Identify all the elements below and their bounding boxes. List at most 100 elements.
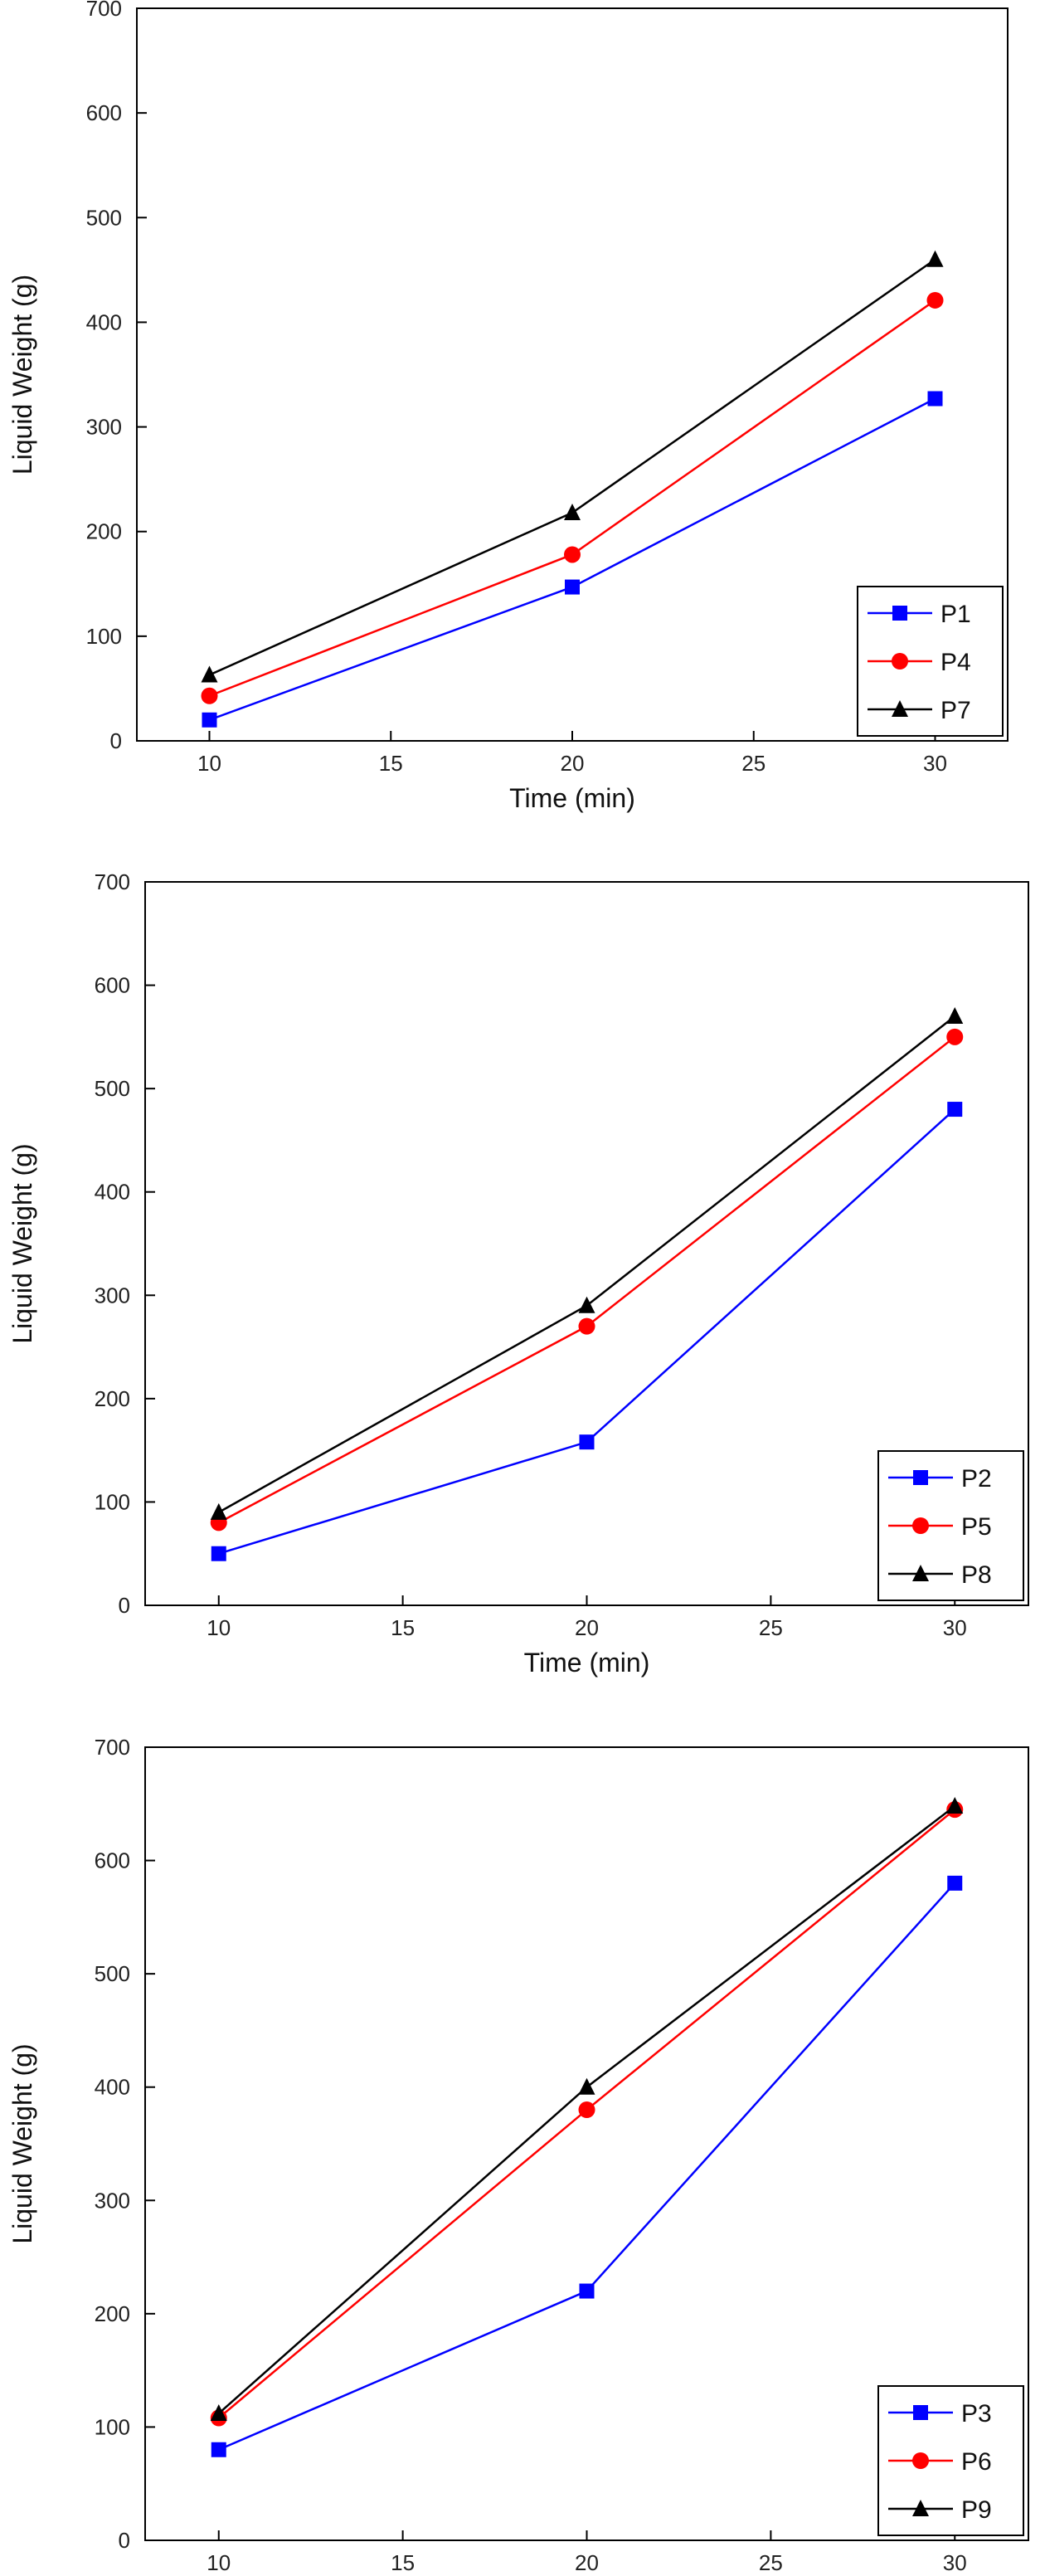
legend-marker	[913, 2405, 928, 2420]
x-tick-label: 30	[923, 751, 947, 776]
x-tick-label: 10	[207, 2550, 231, 2575]
data-point-P8	[210, 1502, 227, 1520]
series-P1	[202, 391, 943, 728]
data-point-P7	[201, 665, 218, 683]
y-tick-label: 400	[86, 309, 122, 334]
data-point-P3	[947, 1875, 963, 1891]
legend-label: P6	[961, 2448, 992, 2476]
data-point-P3	[211, 2442, 226, 2457]
y-tick-label: 300	[95, 1283, 130, 1307]
legend-marker	[892, 606, 907, 621]
legend-marker	[913, 1470, 928, 1485]
legend-marker	[892, 700, 908, 717]
legend-item: P7	[868, 697, 971, 724]
x-tick-label: 30	[943, 2550, 967, 2575]
series-P9	[210, 1797, 964, 2422]
series-P5	[210, 1028, 964, 1531]
data-point-P1	[927, 391, 943, 407]
legend-item: P1	[868, 601, 971, 628]
legend-label: P1	[941, 601, 971, 628]
series-P8	[210, 1006, 964, 1520]
y-tick-label: 700	[95, 1735, 130, 1760]
y-tick-label: 500	[86, 205, 122, 230]
x-tick-label: 10	[207, 1615, 231, 1640]
y-tick-label: 300	[95, 2188, 130, 2213]
x-axis-title: Time (min)	[509, 783, 635, 813]
y-tick-label: 200	[95, 2301, 130, 2326]
legend-marker	[912, 1565, 929, 1581]
y-tick-label: 400	[95, 2075, 130, 2100]
data-point-P2	[947, 1102, 963, 1118]
y-tick-label: 400	[95, 1180, 130, 1205]
data-point-P3	[579, 2283, 595, 2299]
data-point-P8	[946, 1006, 964, 1024]
x-tick-label: 15	[391, 2550, 415, 2575]
y-tick-label: 500	[95, 1961, 130, 1986]
legend-marker	[892, 653, 908, 670]
series-line-P3	[218, 1882, 956, 2451]
data-point-P6	[578, 2101, 595, 2119]
data-point-P9	[210, 2404, 227, 2422]
legend-item: P4	[868, 649, 971, 676]
y-tick-label: 0	[119, 2528, 130, 2553]
legend-item: P2	[888, 1465, 992, 1493]
data-point-P4	[201, 687, 218, 704]
y-axis-title: Liquid Weight (g)	[7, 2043, 37, 2243]
legend-item: P6	[888, 2448, 992, 2476]
series-P6	[210, 1801, 964, 2427]
chart-panel-1: 0 100 200 300 400 500 600 700 10 15 20 25 30 Time (mi…	[7, 0, 1009, 813]
legend: P2 P5 P8	[877, 1450, 1024, 1601]
legend-label: P8	[961, 1561, 992, 1589]
y-tick-label: 200	[95, 1386, 130, 1411]
x-tick-label: 25	[759, 2550, 783, 2575]
data-point-P1	[202, 712, 217, 728]
y-tick-label: 100	[95, 2414, 130, 2439]
legend-label: P5	[961, 1513, 992, 1541]
x-tick-label: 20	[575, 1615, 599, 1640]
legend-marker	[912, 2500, 929, 2516]
series-P4	[201, 291, 944, 704]
y-tick-label: 100	[86, 624, 122, 649]
y-axis-title: Liquid Weight (g)	[7, 1143, 37, 1343]
legend-item: P5	[888, 1513, 992, 1541]
x-tick-label: 25	[759, 1615, 783, 1640]
legend-marker	[912, 1517, 929, 1534]
data-point-P7	[564, 504, 581, 521]
legend-label: P3	[961, 2400, 992, 2427]
x-tick-label: 25	[741, 751, 766, 776]
y-axis-title: Liquid Weight (g)	[7, 275, 37, 475]
data-point-P9	[946, 1797, 964, 1814]
legend-item: P8	[888, 1561, 992, 1589]
y-tick-label: 600	[95, 973, 130, 998]
x-tick-label: 15	[391, 1615, 415, 1640]
series-P7	[201, 250, 944, 683]
x-axis-title: Time (min)	[524, 1648, 650, 1678]
legend-label: P9	[961, 2496, 992, 2524]
data-point-P5	[946, 1028, 964, 1045]
data-point-P4	[564, 546, 581, 563]
legend-item: P3	[888, 2400, 992, 2427]
legend: P1 P4 P7	[857, 586, 1004, 737]
data-point-P1	[565, 579, 580, 595]
legend: P3 P6 P9	[877, 2385, 1024, 2536]
series-line-P4	[209, 299, 936, 697]
data-point-P2	[211, 1546, 226, 1561]
data-point-P4	[926, 291, 944, 309]
legend-marker	[912, 2452, 929, 2469]
series-P3	[211, 1875, 963, 2457]
y-tick-label: 0	[119, 1593, 130, 1618]
data-point-P5	[578, 1317, 595, 1335]
y-tick-label: 700	[95, 869, 130, 894]
y-tick-label: 100	[95, 1489, 130, 1514]
x-tick-label: 10	[197, 751, 221, 776]
y-tick-label: 700	[86, 0, 122, 21]
y-tick-label: 300	[86, 415, 122, 440]
series-P2	[211, 1102, 963, 1561]
data-point-P2	[579, 1434, 595, 1450]
data-point-P7	[926, 250, 944, 267]
y-tick-label: 200	[86, 519, 122, 544]
x-tick-label: 20	[575, 2550, 599, 2575]
legend-label: P2	[961, 1465, 992, 1493]
